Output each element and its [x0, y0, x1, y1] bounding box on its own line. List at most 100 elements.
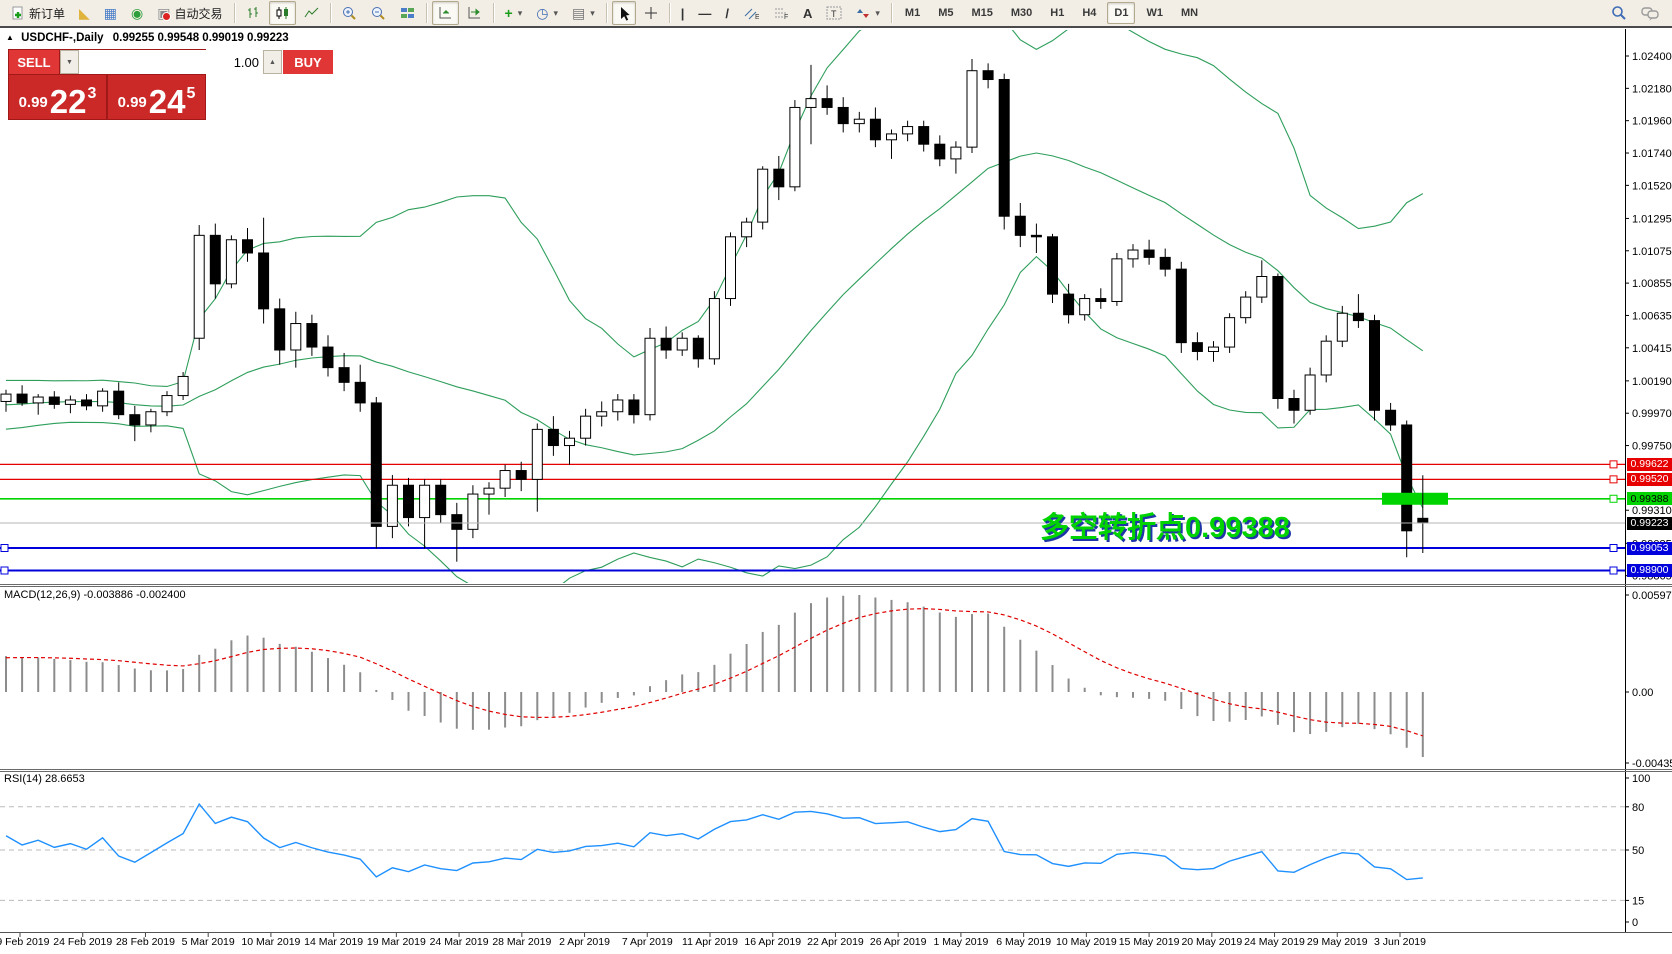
date-label: 11 Apr 2019 — [682, 936, 738, 948]
periods-button[interactable]: ◷ ▾ — [530, 1, 564, 25]
chevron-down-icon: ▾ — [553, 7, 558, 18]
indicators-icon: + — [504, 5, 513, 21]
svg-text:80: 80 — [1632, 802, 1644, 814]
buy-button[interactable]: BUY — [283, 50, 333, 74]
svg-text:0.00: 0.00 — [1632, 687, 1653, 699]
chart-shift-button[interactable] — [461, 1, 488, 25]
date-label: 2 Apr 2019 — [559, 936, 610, 948]
channel-icon: E — [744, 8, 759, 20]
sell-price-pip: 3 — [87, 85, 97, 102]
one-click-trading-panel: SELL ▼ ▲ BUY 0.99 22 3 0.99 24 5 — [8, 49, 333, 120]
timeframe-mn[interactable]: MN — [1180, 7, 1199, 19]
auto-trading-button[interactable]: ▣ 自动交易 — [151, 1, 228, 25]
vertical-line-button[interactable]: | — [675, 1, 691, 25]
arrows-button[interactable]: ▾ — [850, 1, 886, 25]
svg-text:1.02180: 1.02180 — [1632, 83, 1672, 95]
volume-input[interactable] — [79, 50, 263, 74]
svg-text:0: 0 — [1632, 917, 1638, 929]
tile-windows-button[interactable] — [394, 1, 421, 25]
signals-button[interactable]: ◉ — [125, 1, 149, 25]
chart-shift-icon — [468, 7, 480, 19]
timeframe-h1[interactable]: H1 — [1050, 7, 1065, 19]
templates-button[interactable]: ▤ ▾ — [566, 1, 601, 25]
price-tag: 0.99053 — [1627, 541, 1672, 555]
svg-text:1.00415: 1.00415 — [1632, 343, 1672, 355]
sell-price-prefix: 0.99 — [18, 94, 48, 111]
chat-button[interactable] — [1635, 1, 1666, 25]
chevron-down-icon: ▾ — [875, 7, 880, 18]
chevron-down-icon: ▾ — [590, 7, 595, 18]
auto-scroll-icon — [439, 7, 451, 19]
line-chart-button[interactable] — [298, 1, 325, 25]
search-button[interactable] — [1605, 1, 1633, 25]
sell-button[interactable]: SELL — [9, 50, 59, 74]
search-icon — [1612, 6, 1626, 20]
bar-chart-button[interactable] — [240, 1, 267, 25]
date-label: 7 Apr 2019 — [621, 936, 673, 948]
ohlc-values: 0.99255 0.99548 0.99019 0.99223 — [112, 32, 289, 44]
svg-text:1.00855: 1.00855 — [1632, 278, 1672, 290]
new-order-button[interactable]: 新订单 — [5, 1, 71, 25]
fibonacci-button[interactable]: F — [767, 1, 795, 25]
text-label-button[interactable]: T — [820, 1, 848, 25]
price-tag: 0.99223 — [1627, 516, 1672, 530]
macd-signal-value: -0.002400 — [136, 589, 186, 601]
svg-text:100: 100 — [1632, 773, 1650, 785]
date-label: 22 Apr 2019 — [807, 936, 864, 948]
date-label: 10 May 2019 — [1055, 936, 1117, 948]
indicators-button[interactable]: + ▾ — [499, 1, 529, 25]
horizontal-line-button[interactable]: — — [692, 1, 717, 25]
timeframe-h4[interactable]: H4 — [1082, 7, 1097, 19]
rsi-label: RSI(14) — [4, 773, 42, 785]
fibonacci-icon: F — [775, 8, 788, 20]
cursor-button[interactable] — [611, 1, 636, 25]
price-tag: 0.99388 — [1627, 492, 1672, 506]
toolbar-separator — [492, 3, 494, 23]
timeframe-m1[interactable]: M1 — [904, 7, 921, 19]
buy-price-prefix: 0.99 — [117, 94, 147, 111]
timeframe-m15[interactable]: M15 — [971, 7, 993, 19]
zoom-out-button[interactable] — [365, 1, 392, 25]
trendline-button[interactable]: / — [719, 1, 735, 25]
zoom-in-button[interactable] — [336, 1, 363, 25]
candlestick-icon — [276, 7, 288, 19]
text-label-icon: T — [826, 6, 842, 20]
text-button[interactable]: A — [797, 1, 818, 25]
timeframe-w1[interactable]: W1 — [1146, 7, 1163, 19]
equidistant-channel-button[interactable]: E — [737, 1, 765, 25]
candlestick-button[interactable] — [268, 1, 296, 25]
volume-decrease-button[interactable]: ▼ — [60, 50, 79, 74]
date-label: 3 Jun 2019 — [1374, 936, 1426, 948]
price-tag: 0.99622 — [1627, 457, 1672, 471]
sell-price-tile[interactable]: 0.99 22 3 — [9, 75, 106, 119]
volume-increase-button[interactable]: ▲ — [263, 50, 282, 74]
profiles-button[interactable]: ▦ — [98, 1, 123, 25]
timeframe-m30[interactable]: M30 — [1010, 7, 1033, 19]
chart-title: ▲ USDCHF-,Daily 0.99255 0.99548 0.99019 … — [6, 32, 289, 44]
date-label: 19 Feb 2019 — [0, 936, 50, 948]
new-chart-button[interactable]: ◣ — [73, 1, 96, 25]
timeframe-d1[interactable]: D1 — [1107, 2, 1136, 24]
svg-text:1.00635: 1.00635 — [1632, 310, 1672, 322]
macd-label: MACD(12,26,9) — [4, 589, 81, 601]
auto-trading-icon: ▣ — [157, 5, 172, 22]
buy-price-pip: 5 — [186, 85, 196, 102]
toolbar-separator — [233, 3, 235, 23]
collapse-panel-icon[interactable]: ▲ — [6, 33, 14, 42]
crosshair-button[interactable] — [638, 1, 664, 25]
timeframe-group: M1 M5 M15 M30 H1 H4 D1 W1 MN — [896, 2, 1207, 24]
price-tag: 0.98900 — [1627, 564, 1672, 577]
svg-text:15: 15 — [1632, 895, 1644, 907]
date-label: 29 May 2019 — [1306, 936, 1368, 948]
date-label: 14 Mar 2019 — [304, 936, 364, 948]
date-label: 24 May 2019 — [1244, 936, 1305, 948]
timeframe-m5[interactable]: M5 — [938, 7, 954, 19]
svg-text:0.99970: 0.99970 — [1632, 408, 1672, 420]
auto-scroll-button[interactable] — [431, 1, 459, 25]
toolbar-separator — [605, 3, 607, 23]
trend-turning-point-annotation[interactable]: 多空转折点0.99388 — [1040, 512, 1290, 544]
buy-price-tile[interactable]: 0.99 24 5 — [108, 75, 205, 119]
clock-icon: ◷ — [536, 5, 549, 21]
